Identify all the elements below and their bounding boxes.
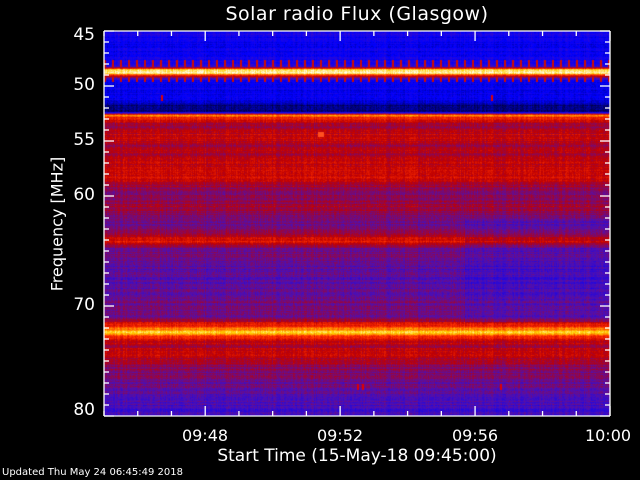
plot-area bbox=[104, 31, 610, 416]
x-tick-label: 10:00 bbox=[584, 426, 632, 445]
y-tick-label: 50 bbox=[73, 75, 95, 95]
spectrogram-heatmap bbox=[104, 31, 610, 416]
x-tick-label: 09:48 bbox=[181, 426, 229, 445]
updated-timestamp: Updated Thu May 24 06:45:49 2018 bbox=[2, 467, 184, 478]
y-tick-label: 70 bbox=[73, 295, 95, 315]
y-axis-title: Frequency [MHz] bbox=[47, 156, 67, 292]
x-tick-label: 09:56 bbox=[451, 426, 499, 445]
y-tick-label: 60 bbox=[73, 185, 95, 205]
x-tick-label: 09:52 bbox=[316, 426, 364, 445]
x-axis-title: Start Time (15-May-18 09:45:00) bbox=[217, 446, 497, 466]
y-tick-label: 80 bbox=[73, 400, 95, 420]
chart-title: Solar radio Flux (Glasgow) bbox=[225, 3, 489, 25]
y-tick-label: 45 bbox=[73, 25, 95, 45]
y-tick-label: 55 bbox=[73, 130, 95, 150]
